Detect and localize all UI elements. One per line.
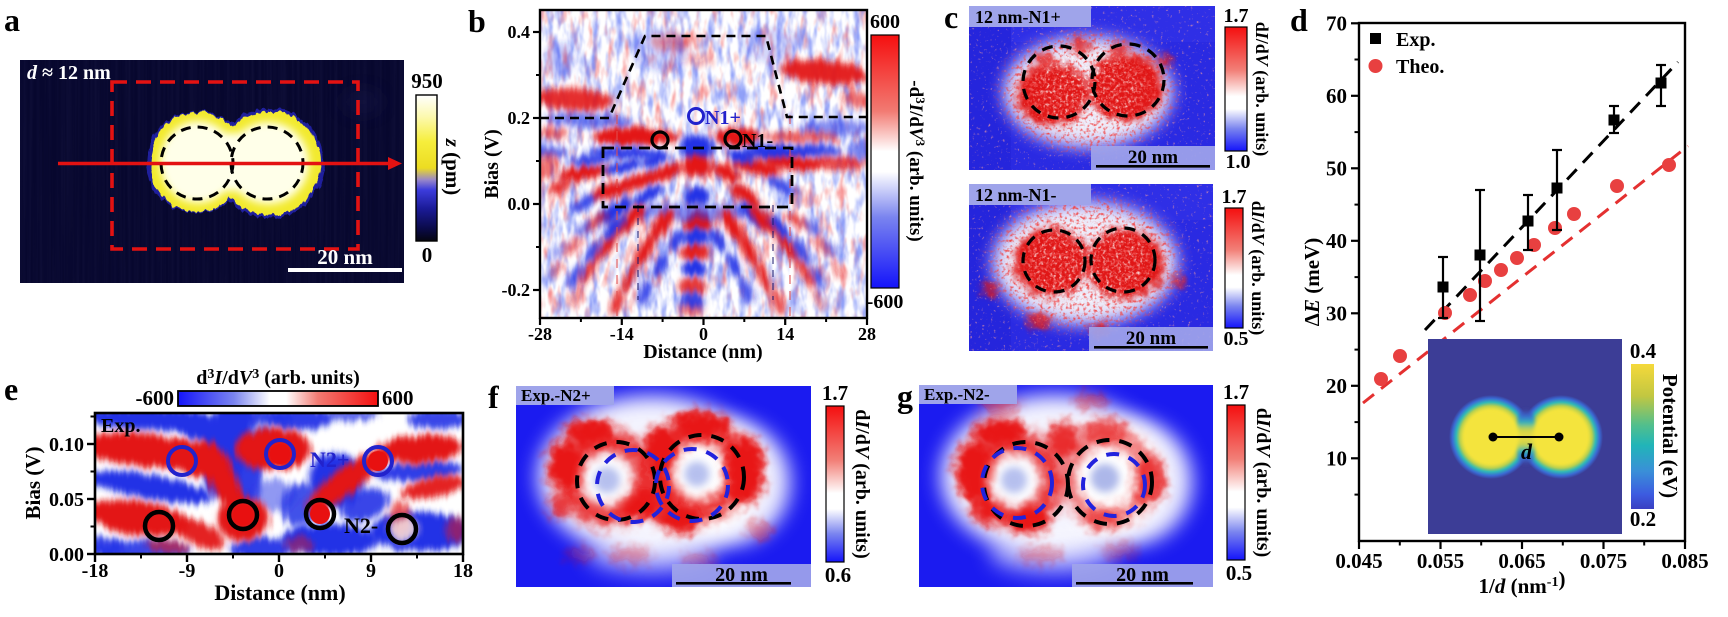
svg-text:c: c: [944, 0, 958, 35]
svg-text:-18: -18: [82, 560, 109, 582]
svg-text:20 nm: 20 nm: [317, 245, 373, 269]
svg-text:N1-: N1-: [742, 130, 773, 152]
svg-text:Bias (V): Bias (V): [481, 129, 503, 198]
svg-text:0.10: 0.10: [49, 434, 84, 456]
svg-text:Exp.: Exp.: [101, 415, 140, 437]
svg-text:dI/dV (arb. units): dI/dV (arb. units): [1247, 201, 1268, 336]
svg-text:0.055: 0.055: [1417, 549, 1464, 573]
svg-text:-600: -600: [136, 386, 175, 410]
svg-text:Exp.-N2+: Exp.-N2+: [521, 386, 591, 405]
svg-text:a: a: [4, 2, 20, 38]
svg-text:28: 28: [858, 324, 876, 344]
svg-text:-0.2: -0.2: [502, 280, 531, 300]
svg-text:z (pm): z (pm): [441, 138, 465, 196]
svg-text:0: 0: [274, 560, 284, 582]
svg-text:0: 0: [699, 324, 708, 344]
svg-text:0.065: 0.065: [1498, 549, 1545, 573]
svg-text:0.00: 0.00: [49, 544, 84, 566]
svg-text:0.2: 0.2: [508, 108, 531, 128]
svg-text:dI/dV (arb. units): dI/dV (arb. units): [1252, 408, 1274, 558]
svg-text:g: g: [897, 378, 913, 414]
svg-text:1.7: 1.7: [1224, 5, 1249, 27]
svg-text:1.7: 1.7: [1223, 380, 1249, 404]
svg-text:20 nm: 20 nm: [1128, 147, 1178, 168]
svg-text:12 nm-N1+: 12 nm-N1+: [975, 7, 1061, 27]
svg-text:0.05: 0.05: [49, 489, 84, 511]
svg-text:-600: -600: [867, 291, 904, 313]
svg-text:1.0: 1.0: [1226, 151, 1251, 173]
svg-text:d ≈ 12 nm: d ≈ 12 nm: [27, 62, 111, 84]
svg-text:Exp.-N2-: Exp.-N2-: [924, 385, 990, 404]
svg-text:Bias (V): Bias (V): [21, 447, 45, 520]
svg-text:1.7: 1.7: [1222, 186, 1247, 208]
svg-text:-9: -9: [179, 560, 196, 582]
svg-text:Exp.: Exp.: [1396, 29, 1435, 51]
svg-text:70: 70: [1326, 11, 1347, 35]
svg-text:14: 14: [776, 324, 794, 344]
svg-text:N1+: N1+: [705, 107, 741, 129]
svg-text:d: d: [1290, 2, 1308, 38]
svg-text:ΔE (meV): ΔE (meV): [1300, 238, 1324, 326]
svg-text:0.075: 0.075: [1580, 549, 1627, 573]
svg-text:Distance (nm): Distance (nm): [643, 341, 762, 363]
svg-text:0.5: 0.5: [1226, 561, 1252, 585]
svg-text:N2-: N2-: [344, 513, 378, 538]
svg-text:600: 600: [870, 11, 900, 33]
svg-text:dI/dV (arb. units): dI/dV (arb. units): [851, 409, 873, 559]
svg-text:18: 18: [453, 560, 473, 582]
svg-text:-d3I/dV3 (arb. units): -d3I/dV3 (arb. units): [905, 80, 928, 241]
svg-text:0.6: 0.6: [825, 563, 851, 587]
svg-text:d: d: [1521, 439, 1533, 464]
svg-text:Potential (eV): Potential (eV): [1658, 374, 1682, 498]
svg-text:Distance (nm): Distance (nm): [214, 580, 345, 605]
svg-text:20 nm: 20 nm: [715, 564, 768, 586]
svg-text:0.085: 0.085: [1661, 549, 1708, 573]
svg-text:600: 600: [382, 386, 414, 410]
svg-text:0.045: 0.045: [1335, 549, 1382, 573]
svg-text:0.5: 0.5: [1224, 328, 1249, 350]
svg-text:950: 950: [411, 69, 443, 93]
svg-text:0.0: 0.0: [508, 194, 531, 214]
svg-text:Theo.: Theo.: [1396, 56, 1444, 78]
svg-text:-14: -14: [610, 324, 634, 344]
svg-text:0.4: 0.4: [508, 22, 531, 42]
svg-text:9: 9: [366, 560, 376, 582]
svg-text:-28: -28: [528, 324, 552, 344]
svg-text:12 nm-N1-: 12 nm-N1-: [975, 185, 1057, 205]
svg-text:30: 30: [1326, 301, 1347, 325]
svg-text:10: 10: [1326, 446, 1347, 470]
svg-text:dI/dV (arb. units): dI/dV (arb. units): [1251, 22, 1272, 157]
svg-text:f: f: [488, 379, 499, 415]
svg-text:b: b: [468, 3, 486, 39]
svg-text:1.7: 1.7: [822, 381, 848, 405]
svg-text:40: 40: [1326, 229, 1347, 253]
svg-text:d3I/dV3 (arb. units): d3I/dV3 (arb. units): [196, 367, 360, 389]
svg-text:60: 60: [1326, 84, 1347, 108]
svg-text:0.2: 0.2: [1630, 507, 1656, 531]
svg-text:20: 20: [1326, 374, 1347, 398]
svg-text:0: 0: [422, 243, 433, 267]
svg-text:20 nm: 20 nm: [1126, 328, 1176, 349]
svg-text:N2+: N2+: [310, 447, 349, 472]
svg-text:20 nm: 20 nm: [1116, 564, 1169, 586]
svg-text:50: 50: [1326, 156, 1347, 180]
svg-text:e: e: [4, 371, 18, 407]
svg-text:0.4: 0.4: [1630, 339, 1657, 363]
